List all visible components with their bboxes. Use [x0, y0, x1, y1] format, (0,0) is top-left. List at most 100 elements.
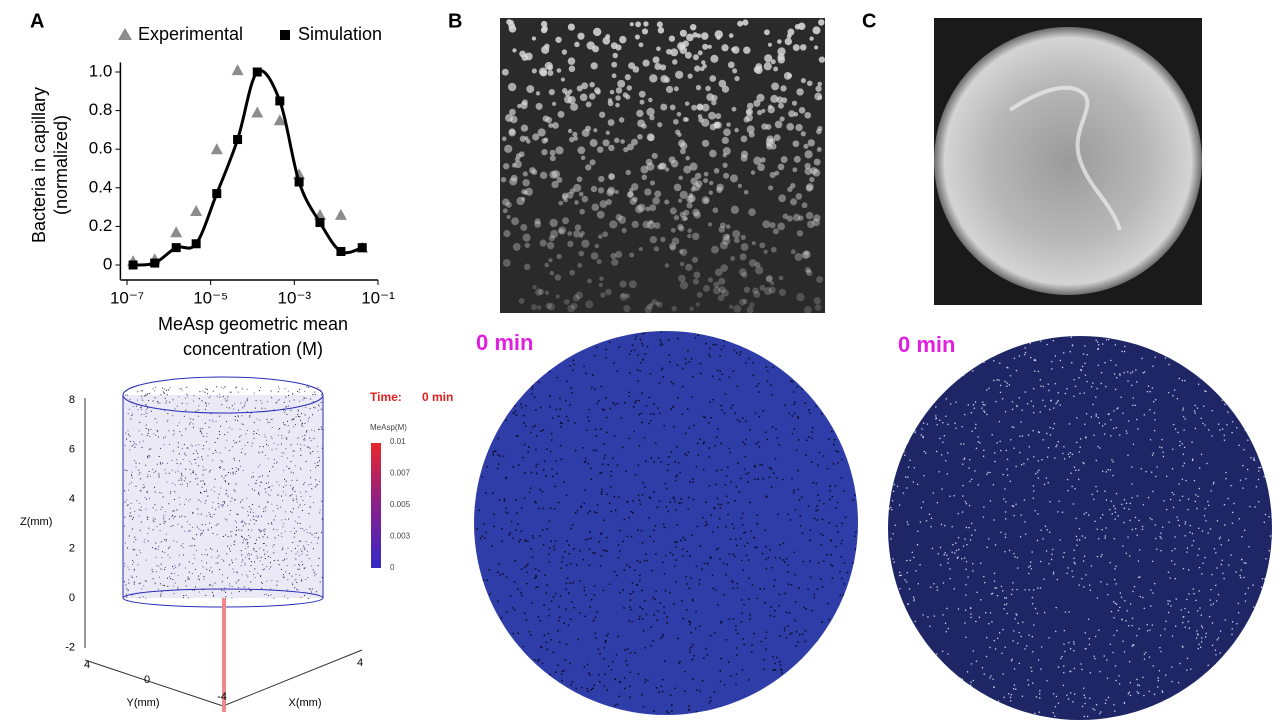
bacterium: [749, 618, 751, 620]
cell: [671, 306, 676, 311]
bacterium: [606, 432, 608, 434]
bacterium: [631, 536, 633, 538]
cell: [815, 86, 821, 92]
bacterium: [1249, 713, 1250, 714]
bacterium: [267, 401, 268, 402]
cell: [682, 40, 689, 47]
bacterium: [985, 710, 986, 711]
bacterium: [144, 539, 145, 540]
bacterium: [482, 374, 484, 376]
bacterium: [996, 379, 997, 380]
bacterium: [821, 413, 823, 415]
bacterium: [902, 382, 903, 383]
bacterium: [734, 412, 736, 414]
cell: [586, 101, 592, 107]
bacterium: [829, 490, 831, 492]
bacterium: [206, 441, 207, 442]
bacterium: [830, 687, 832, 689]
bacterium: [722, 335, 724, 337]
bacterium: [900, 454, 901, 455]
bacterium: [542, 491, 544, 493]
bacterium: [1084, 345, 1085, 346]
bacterium: [202, 487, 203, 488]
bacterium: [731, 580, 733, 582]
bacterium: [295, 574, 296, 575]
bacterium: [1225, 707, 1226, 708]
bacterium: [778, 605, 780, 607]
bacterium: [814, 367, 816, 369]
bacterium: [558, 502, 560, 504]
cell: [612, 73, 617, 78]
bacterium: [298, 416, 299, 417]
bacterium: [500, 367, 502, 369]
bacterium: [199, 592, 200, 593]
bacterium: [1013, 688, 1014, 689]
bacterium: [136, 463, 137, 464]
bacterium: [673, 498, 675, 500]
bacterium: [235, 387, 236, 388]
bacterium: [219, 434, 220, 435]
bacterium: [178, 524, 179, 525]
bacterium: [1063, 685, 1064, 686]
bacterium: [844, 490, 846, 492]
cell: [612, 53, 617, 58]
bacterium: [1144, 608, 1145, 609]
bacterium: [1222, 400, 1223, 401]
cell: [770, 281, 774, 285]
bacterium: [811, 437, 813, 439]
bacterium: [1112, 475, 1113, 476]
bacterium: [1079, 539, 1080, 540]
bacterium: [678, 502, 680, 504]
bacterium: [251, 561, 252, 562]
bacterium: [255, 543, 256, 544]
bacterium: [229, 427, 230, 428]
bacterium: [532, 386, 534, 388]
bacterium: [193, 427, 194, 428]
bacterium: [1172, 636, 1173, 637]
bacterium: [171, 526, 172, 527]
bacterium: [830, 554, 832, 556]
bacterium: [294, 537, 295, 538]
bacterium: [535, 409, 537, 411]
cell: [737, 21, 743, 27]
cell: [579, 234, 583, 238]
bacterium: [230, 473, 231, 474]
bacterium: [176, 459, 177, 460]
bacterium: [1190, 341, 1191, 342]
bacterium: [973, 650, 974, 651]
bacterium: [644, 681, 646, 683]
bacterium: [830, 704, 832, 706]
bacterium: [1042, 439, 1043, 440]
bacterium: [174, 433, 175, 434]
colorbar-tick-label: 0: [390, 563, 395, 572]
bacterium: [125, 502, 126, 503]
bacterium: [505, 511, 507, 513]
bacterium: [587, 463, 589, 465]
bacterium: [787, 699, 789, 701]
bacterium: [261, 531, 262, 532]
bacterium: [745, 362, 747, 364]
bacterium: [726, 639, 728, 641]
bacterium: [1085, 632, 1086, 633]
bacterium: [1150, 589, 1151, 590]
bacterium: [508, 399, 510, 401]
bacterium: [206, 562, 207, 563]
bacterium: [527, 563, 529, 565]
bacterium: [284, 479, 285, 480]
cell: [658, 27, 664, 33]
bacterium: [1074, 562, 1075, 563]
bacterium: [1142, 529, 1143, 530]
bacterium: [1236, 427, 1237, 428]
bacterium: [1104, 537, 1105, 538]
bacterium: [134, 584, 135, 585]
bacterium: [655, 591, 657, 593]
bacterium: [847, 698, 849, 700]
bacterium: [558, 620, 560, 622]
bacterium: [720, 658, 722, 660]
bacterium: [1037, 472, 1038, 473]
bacterium: [1213, 482, 1214, 483]
cell: [752, 241, 756, 245]
bacterium: [753, 633, 755, 635]
bacterium: [624, 402, 626, 404]
cell: [503, 163, 509, 169]
